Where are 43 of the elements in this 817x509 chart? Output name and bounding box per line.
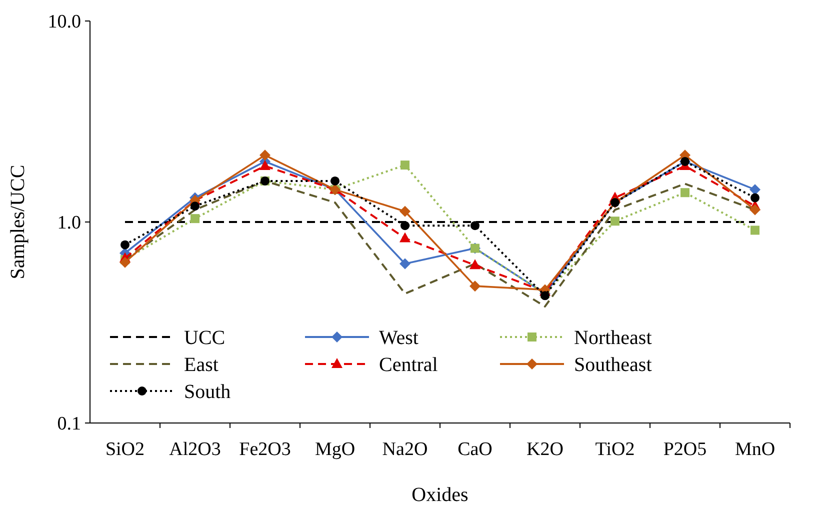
- point: [400, 258, 410, 270]
- x-tick-label: Al2O3: [169, 439, 221, 460]
- point: [750, 226, 760, 235]
- point: [470, 280, 480, 292]
- legend-label: South: [184, 381, 231, 403]
- x-tick-label: P2O5: [663, 439, 707, 460]
- point: [750, 184, 760, 196]
- y-tick-label: 0.1: [57, 414, 81, 435]
- point: [260, 160, 270, 170]
- x-tick-label: SiO2: [105, 439, 145, 460]
- legend-label: East: [184, 354, 219, 376]
- x-tick-label: MnO: [734, 439, 776, 460]
- point: [330, 176, 340, 186]
- x-tick-label: CaO: [458, 439, 492, 460]
- x-axis-title: Oxides: [412, 484, 469, 506]
- y-tick-label: 10.0: [48, 12, 81, 33]
- legend-label: Northeast: [574, 327, 652, 349]
- x-tick-label: Fe2O3: [239, 439, 291, 460]
- point: [260, 150, 270, 161]
- x-tick-label: Na2O: [382, 439, 428, 460]
- x-tick-label: TiO2: [595, 439, 635, 460]
- point: [120, 240, 130, 250]
- point: [750, 193, 760, 202]
- legend-label: West: [379, 327, 419, 349]
- point: [400, 206, 410, 217]
- legend-label: Central: [379, 354, 438, 376]
- legend-label: Southeast: [574, 354, 652, 376]
- point: [190, 202, 200, 211]
- x-tick-label: K2O: [526, 439, 564, 460]
- y-axis-title: Samples/UCC: [7, 164, 29, 280]
- point: [120, 256, 130, 268]
- point: [680, 188, 690, 198]
- y-tick-label: 1.0: [57, 212, 81, 234]
- point: [400, 221, 410, 230]
- point: [750, 204, 760, 216]
- x-tick-label: MgO: [314, 439, 356, 460]
- legend-label: UCC: [184, 327, 226, 349]
- point: [470, 221, 480, 230]
- point: [400, 160, 410, 170]
- point: [190, 214, 200, 224]
- point: [610, 216, 620, 226]
- point: [400, 232, 410, 242]
- point: [470, 259, 480, 270]
